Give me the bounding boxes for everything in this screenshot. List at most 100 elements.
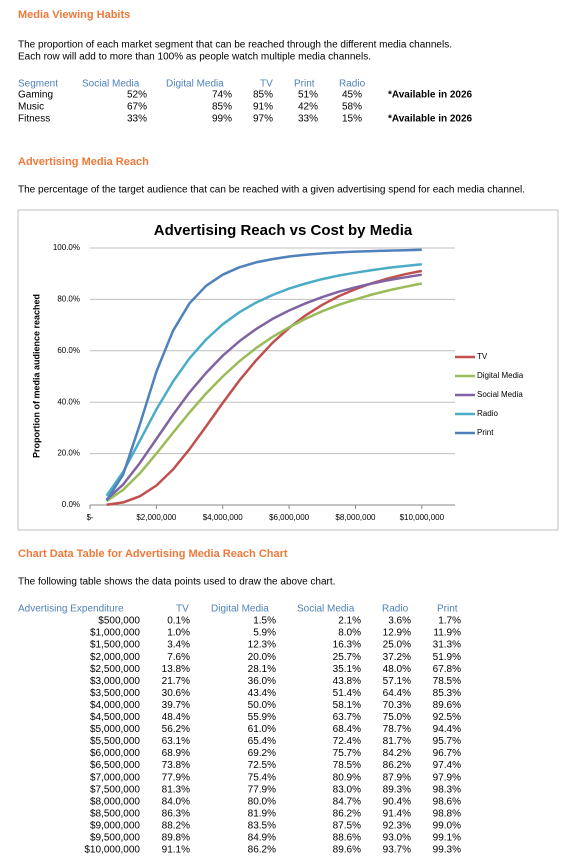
table-cell: 48.4% bbox=[162, 712, 190, 723]
table-cell: 93.7% bbox=[383, 845, 411, 856]
x-tick-label: $4,000,000 bbox=[203, 513, 244, 522]
table-cell: 52% bbox=[127, 90, 147, 101]
table-cell: 92.3% bbox=[383, 820, 411, 831]
table-cell: 77.9% bbox=[162, 772, 190, 783]
table-cell: $4,500,000 bbox=[90, 712, 140, 723]
table-cell: Gaming bbox=[18, 90, 53, 101]
table-header: Digital Media bbox=[166, 79, 224, 90]
table-cell: 7.6% bbox=[167, 652, 190, 663]
table-cell: 83.5% bbox=[248, 820, 276, 831]
table-cell: 61.0% bbox=[248, 724, 276, 735]
table-header: TV bbox=[176, 604, 189, 615]
y-tick-label: 60.0% bbox=[57, 346, 80, 355]
table-cell: 2.1% bbox=[338, 616, 361, 627]
legend-label: Print bbox=[477, 428, 494, 437]
table-cell: 84.2% bbox=[383, 748, 411, 759]
table-cell: 70.3% bbox=[383, 700, 411, 711]
table-cell: 83.0% bbox=[333, 784, 361, 795]
table-cell: 88.2% bbox=[162, 820, 190, 831]
table-cell: 87.5% bbox=[333, 820, 361, 831]
y-tick-label: 0.0% bbox=[62, 500, 80, 509]
table-cell: 63.7% bbox=[333, 712, 361, 723]
table-cell: 63.1% bbox=[162, 736, 190, 747]
table-cell: 36.0% bbox=[248, 676, 276, 687]
table-cell: 65.4% bbox=[248, 736, 276, 747]
table-cell: 51.4% bbox=[333, 688, 361, 699]
table-cell: 11.9% bbox=[433, 628, 461, 639]
table-cell: $2,500,000 bbox=[90, 664, 140, 675]
y-axis-label: Proportion of media audience reached bbox=[31, 294, 41, 458]
table-cell: 12.3% bbox=[248, 640, 276, 651]
table-note: *Available in 2026 bbox=[388, 90, 473, 101]
table-cell: 64.4% bbox=[383, 688, 411, 699]
table-cell: $8,000,000 bbox=[90, 796, 140, 807]
table-cell: 21.7% bbox=[162, 676, 190, 687]
table-cell: 78.7% bbox=[383, 724, 411, 735]
section-title: Chart Data Table for Advertising Media R… bbox=[18, 548, 288, 560]
table-cell: 96.7% bbox=[433, 748, 461, 759]
table-cell: 86.2% bbox=[333, 808, 361, 819]
x-tick-label: $6,000,000 bbox=[269, 513, 310, 522]
table-cell: 77.9% bbox=[248, 784, 276, 795]
table-cell: 15% bbox=[342, 114, 362, 125]
table-cell: 68.9% bbox=[162, 748, 190, 759]
y-tick-label: 20.0% bbox=[57, 449, 80, 458]
table-cell: 81.7% bbox=[383, 736, 411, 747]
table-header: Print bbox=[294, 79, 315, 90]
table-cell: 95.7% bbox=[433, 736, 461, 747]
table-cell: 99.3% bbox=[433, 845, 461, 856]
table-cell: 91% bbox=[253, 102, 273, 113]
table-cell: 84.9% bbox=[248, 833, 276, 844]
table-cell: 48.0% bbox=[383, 664, 411, 675]
table-cell: 81.3% bbox=[162, 784, 190, 795]
table-cell: 75.0% bbox=[383, 712, 411, 723]
table-cell: $500,000 bbox=[98, 616, 140, 627]
table-cell: 81.9% bbox=[248, 808, 276, 819]
table-cell: 43.4% bbox=[248, 688, 276, 699]
y-tick-label: 80.0% bbox=[57, 295, 80, 304]
table-cell: 8.0% bbox=[338, 628, 361, 639]
table-cell: 50.0% bbox=[248, 700, 276, 711]
table-cell: 89.8% bbox=[162, 833, 190, 844]
table-cell: 68.4% bbox=[333, 724, 361, 735]
series-line bbox=[105, 262, 422, 497]
description: The proportion of each market segment th… bbox=[18, 40, 452, 51]
table-cell: 87.9% bbox=[383, 772, 411, 783]
table-cell: 12.9% bbox=[383, 628, 411, 639]
table-cell: 99.1% bbox=[433, 833, 461, 844]
table-cell: $1,500,000 bbox=[90, 640, 140, 651]
table-cell: 86.2% bbox=[248, 845, 276, 856]
table-cell: $3,000,000 bbox=[90, 676, 140, 687]
table-cell: 74% bbox=[212, 90, 232, 101]
table-cell: 78.5% bbox=[333, 760, 361, 771]
legend-label: Social Media bbox=[477, 390, 523, 399]
table-cell: 1.7% bbox=[438, 616, 461, 627]
table-cell: 94.4% bbox=[433, 724, 461, 735]
table-cell: 73.8% bbox=[162, 760, 190, 771]
table-cell: 90.4% bbox=[383, 796, 411, 807]
x-tick-label: $- bbox=[86, 513, 93, 522]
chart-frame bbox=[17, 209, 559, 531]
table-cell: 88.6% bbox=[333, 833, 361, 844]
table-cell: 93.0% bbox=[383, 833, 411, 844]
table-cell: $9,000,000 bbox=[90, 820, 140, 831]
table-cell: $2,000,000 bbox=[90, 652, 140, 663]
table-cell: 98.6% bbox=[433, 796, 461, 807]
table-header: Print bbox=[437, 604, 458, 615]
table-cell: 72.4% bbox=[333, 736, 361, 747]
table-cell: $6,000,000 bbox=[90, 748, 140, 759]
table-cell: 51.9% bbox=[433, 652, 461, 663]
table-cell: 33% bbox=[127, 114, 147, 125]
description: The percentage of the target audience th… bbox=[18, 185, 525, 196]
table-cell: 84.0% bbox=[162, 796, 190, 807]
table-cell: 89.6% bbox=[433, 700, 461, 711]
y-tick-label: 100.0% bbox=[53, 243, 80, 252]
series-line bbox=[105, 282, 423, 503]
table-header: Advertising Expenditure bbox=[18, 604, 124, 615]
table-cell: 1.5% bbox=[253, 616, 276, 627]
table-cell: $3,500,000 bbox=[90, 688, 140, 699]
table-cell: 55.9% bbox=[248, 712, 276, 723]
section-title: Advertising Media Reach bbox=[18, 156, 149, 168]
table-header: Segment bbox=[18, 79, 58, 90]
